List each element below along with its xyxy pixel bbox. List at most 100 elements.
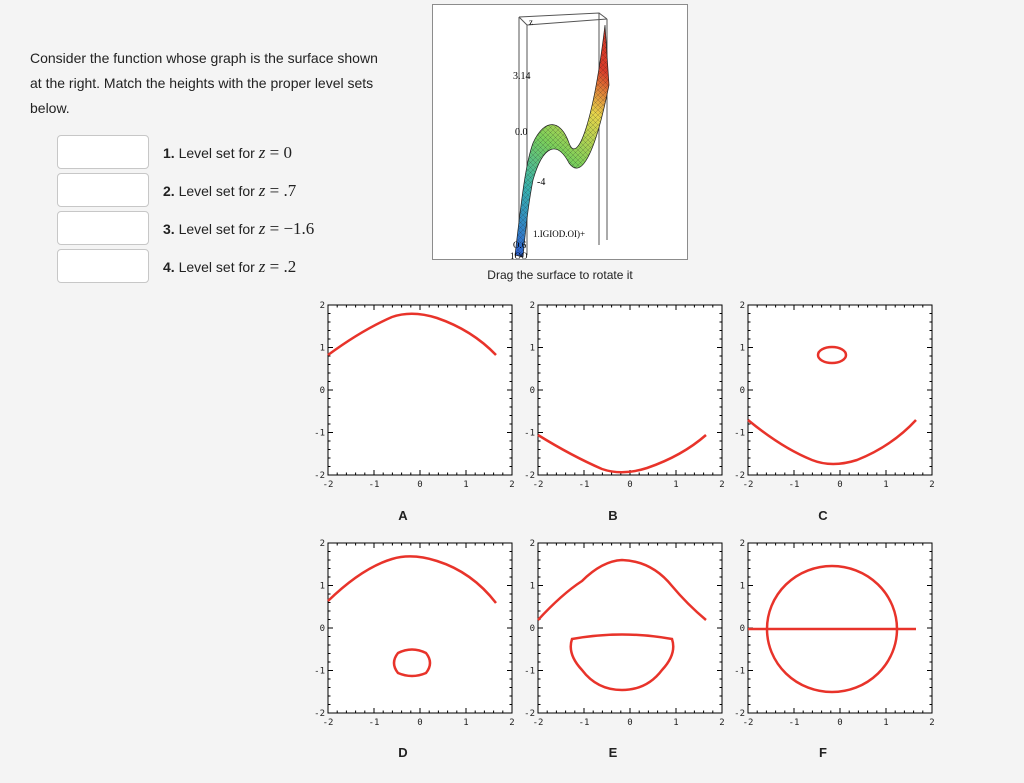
answer-input-1[interactable] [57,135,149,169]
level-curve [537,433,707,474]
y-tick-label: 2 [320,301,325,311]
plot-letter-c: C [818,508,828,523]
x-tick-label: -1 [579,480,590,490]
y-tick-label: 2 [740,539,745,549]
level-plot-e: -2 -1 0 1 2 -2 -1 0 1 2 [524,539,725,728]
x-tick-label: -1 [789,480,800,490]
y-tick-label: 0 [320,386,325,396]
plot-frame [327,304,513,476]
x-tick-label: -1 [369,718,380,728]
y-tick-label: -2 [314,471,325,481]
level-curve [327,312,497,357]
x-tick-label: -2 [323,718,334,728]
y-tick-label: -1 [314,429,325,439]
x-tick-label: 0 [627,718,632,728]
answer-input-3[interactable] [57,211,149,245]
x-tick-label: -2 [533,480,544,490]
plot-frame [327,542,513,714]
question-number: 2. [163,183,175,199]
x-tick-label: -2 [533,718,544,728]
level-plot-c: -2 -1 0 1 2 -2 -1 0 1 2 [734,301,935,490]
question-text: Level set for [178,259,255,275]
x-tick-label: -1 [579,718,590,728]
y-tick-label: 1 [740,582,745,592]
question-label-1: 1. Level set for z = 0 [163,143,292,162]
surface-graphic[interactable]: z 3.14 0.0 -4 1.IGIOD.OI)+ O.6 1OO [433,5,689,261]
question-number: 3. [163,221,175,237]
plot-letter-f: F [819,745,827,760]
x-tick-label: 0 [837,480,842,490]
y-tick-label: -1 [314,667,325,677]
y-tick-label: 1 [320,344,325,354]
y-tick-label: -2 [524,471,535,481]
question-number: 4. [163,259,175,275]
level-plot-a: -2 -1 0 1 2 -2 -1 0 1 2 [314,301,515,490]
plot-letter-a: A [398,508,408,523]
x-tick-label: 2 [509,718,514,728]
y-tick-label: 2 [320,539,325,549]
question-label-2: 2. Level set for z = .7 [163,181,297,200]
y-tick-label: 0 [740,624,745,634]
y-tick-label: 0 [740,386,745,396]
level-curve [537,558,707,621]
question-label-4: 4. Level set for z = .2 [163,257,297,276]
y-tick-label: 1 [530,344,535,354]
plot-letter-e: E [608,745,618,760]
level-plot-f: -2 -1 0 1 2 -2 -1 0 1 2 [734,539,935,728]
x-tick-label: 1 [463,718,468,728]
level-curve [392,648,432,678]
y-tick-label: -2 [734,709,745,719]
plot-frame [537,542,723,714]
y-tick-label: 1 [530,582,535,592]
z-variable: z [258,257,266,276]
answer-input-4[interactable] [57,249,149,283]
z-variable: z [258,143,266,162]
y-tick-label: 0 [530,624,535,634]
question-text: Level set for [178,183,255,199]
x-tick-label: 2 [929,480,934,490]
surface-tick: O.6 [513,240,527,250]
y-tick-label: 2 [740,301,745,311]
surface-tick: -4 [537,177,545,188]
x-tick-label: 1 [883,480,888,490]
y-tick-label: -1 [524,429,535,439]
z-value: 0 [283,143,292,162]
plot-frame [747,304,933,476]
x-tick-label: 0 [837,718,842,728]
plot-letter-d: D [398,745,408,760]
surface-tick: 1OO [510,251,528,261]
level-plot-d: -2 -1 0 1 2 -2 -1 0 1 2 [314,539,515,728]
x-tick-label: 2 [719,718,724,728]
x-tick-label: 2 [509,480,514,490]
question-text: Level set for [178,221,255,237]
x-tick-label: 1 [673,718,678,728]
level-curve [816,345,848,365]
y-tick-label: 0 [320,624,325,634]
z-value: .2 [283,257,297,276]
z-variable: z [258,219,266,238]
surface-tick: 0.0 [515,127,528,138]
surface-axis-z: z [529,17,533,27]
z-value: .7 [283,181,297,200]
y-tick-label: 2 [530,301,535,311]
intro-text: Consider the function whose graph is the… [30,50,378,116]
y-tick-label: 2 [530,539,535,549]
x-tick-label: -2 [323,480,334,490]
surface-viewer[interactable]: z 3.14 0.0 -4 1.IGIOD.OI)+ O.6 1OO [432,4,689,261]
x-tick-label: 0 [417,718,422,728]
answer-input-2[interactable] [57,173,149,207]
level-curve [569,633,675,692]
x-tick-label: -1 [789,718,800,728]
x-tick-label: 0 [627,480,632,490]
z-value: −1.6 [283,219,315,238]
surface-tick: 1.IGIOD.OI)+ [533,229,585,239]
plot-letter-b: B [608,508,618,523]
x-tick-label: 1 [883,718,888,728]
y-tick-label: -1 [524,667,535,677]
y-tick-label: 0 [530,386,535,396]
y-tick-label: -2 [734,471,745,481]
y-tick-label: -2 [314,709,325,719]
x-tick-label: 1 [463,480,468,490]
surface-tick: 3.14 [513,71,531,82]
question-label-3: 3. Level set for z = −1.6 [163,219,315,238]
